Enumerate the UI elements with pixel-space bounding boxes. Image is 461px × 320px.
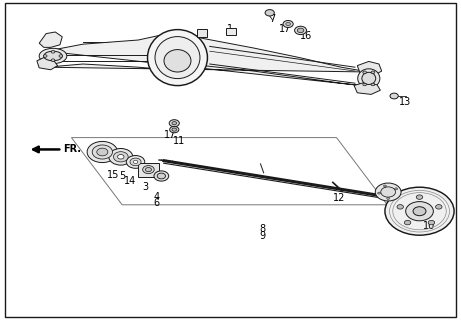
Text: 6: 6 [154,198,160,208]
Circle shape [381,187,396,197]
Circle shape [363,83,366,86]
Ellipse shape [143,166,154,173]
Circle shape [97,148,108,156]
Circle shape [371,71,375,74]
Circle shape [436,204,442,209]
Circle shape [172,122,177,125]
Circle shape [404,220,411,225]
Text: 4: 4 [154,192,160,203]
Ellipse shape [146,168,151,172]
Circle shape [286,22,290,26]
Circle shape [406,202,433,221]
Text: 9: 9 [260,231,266,241]
Ellipse shape [44,51,62,61]
Circle shape [416,195,423,199]
FancyBboxPatch shape [197,29,207,37]
Circle shape [126,156,145,168]
Circle shape [378,192,380,194]
Circle shape [395,188,397,190]
Circle shape [51,51,55,53]
Ellipse shape [148,30,207,86]
Circle shape [109,148,133,165]
Circle shape [87,141,118,163]
Text: 8: 8 [260,224,266,234]
Circle shape [390,93,398,99]
Polygon shape [46,32,369,86]
Text: 3: 3 [142,182,148,192]
Text: 12: 12 [333,193,345,204]
Circle shape [118,155,124,159]
Polygon shape [37,58,58,70]
Circle shape [113,152,128,162]
Circle shape [51,59,55,61]
Text: 16: 16 [301,31,313,41]
Text: 1: 1 [227,24,234,34]
Polygon shape [354,83,380,94]
Text: 7: 7 [269,14,275,24]
Circle shape [371,83,375,86]
Circle shape [130,158,141,166]
Circle shape [413,207,426,216]
Circle shape [397,204,403,209]
Text: 10: 10 [423,220,435,231]
Text: 11: 11 [173,136,185,147]
Circle shape [384,185,386,187]
Text: 2: 2 [197,28,204,39]
Text: 15: 15 [107,170,119,180]
Circle shape [169,120,179,127]
Circle shape [283,20,293,28]
Circle shape [428,220,435,225]
Circle shape [92,145,112,159]
Ellipse shape [362,72,376,84]
Circle shape [387,197,390,199]
Polygon shape [357,61,382,76]
FancyBboxPatch shape [226,28,236,35]
Text: 17: 17 [279,24,291,34]
FancyBboxPatch shape [138,163,159,177]
Circle shape [170,126,179,133]
Ellipse shape [39,48,67,64]
Circle shape [297,28,304,33]
Circle shape [363,71,366,74]
Text: 13: 13 [399,97,411,108]
Circle shape [133,160,138,164]
Ellipse shape [164,50,191,72]
Polygon shape [39,32,62,47]
Circle shape [43,55,47,57]
Ellipse shape [157,173,165,179]
Text: FR.: FR. [64,144,82,155]
Ellipse shape [358,69,380,88]
Circle shape [59,55,63,57]
Circle shape [295,26,307,35]
Ellipse shape [154,171,169,181]
Text: 17: 17 [164,130,176,140]
Circle shape [265,10,274,16]
Circle shape [172,128,177,131]
Text: 14: 14 [124,176,136,186]
Circle shape [375,183,401,201]
Ellipse shape [155,36,200,79]
Text: 5: 5 [119,171,125,181]
Circle shape [385,187,454,235]
